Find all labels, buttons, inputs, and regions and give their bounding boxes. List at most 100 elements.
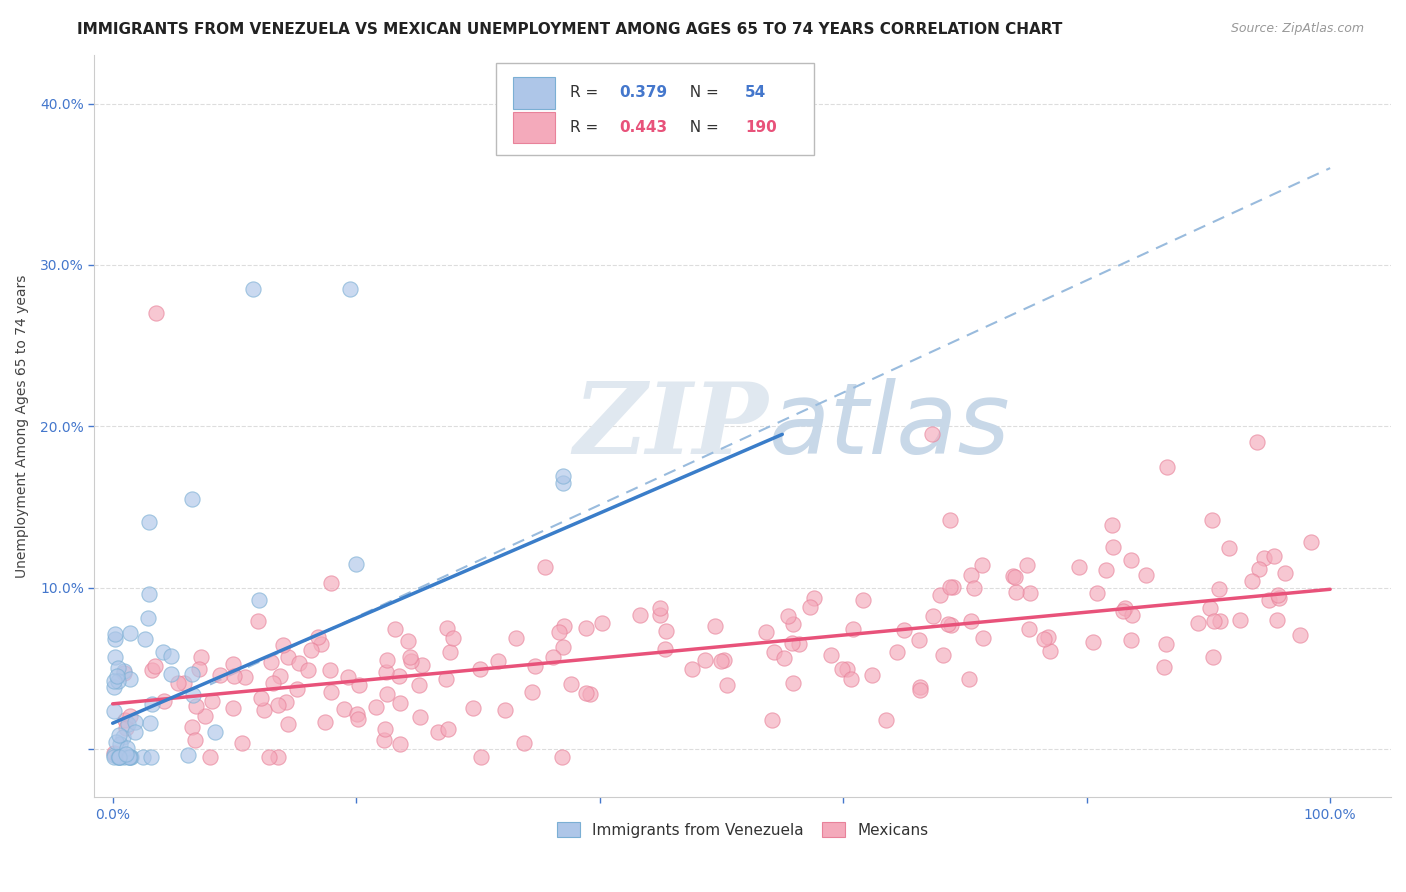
- Point: [105, 735, 128, 749]
- Point: [929, 588, 952, 602]
- Point: [366, 699, 388, 714]
- Text: IMMIGRANTS FROM VENEZUELA VS MEXICAN UNEMPLOYMENT AMONG AGES 65 TO 74 YEARS CORR: IMMIGRANTS FROM VENEZUELA VS MEXICAN UNE…: [77, 22, 1063, 37]
- Point: [782, 676, 804, 690]
- Point: [1018, 586, 1040, 600]
- Point: [134, 632, 156, 647]
- Text: 0.443: 0.443: [620, 120, 668, 135]
- Point: [1187, 616, 1209, 631]
- Point: [103, 680, 125, 694]
- Point: [437, 722, 460, 736]
- Point: [375, 653, 398, 667]
- Point: [575, 621, 598, 635]
- Point: [1101, 518, 1123, 533]
- Point: [427, 725, 450, 739]
- Point: [681, 663, 703, 677]
- Point: [875, 713, 897, 727]
- Point: [1154, 637, 1177, 651]
- Point: [648, 608, 671, 623]
- Point: [782, 636, 804, 650]
- Text: atlas: atlas: [769, 378, 1011, 475]
- Point: [118, 750, 141, 764]
- Legend: Immigrants from Venezuela, Mexicans: Immigrants from Venezuela, Mexicans: [550, 814, 936, 846]
- Point: [297, 664, 319, 678]
- Point: [1208, 582, 1230, 596]
- Text: N =: N =: [681, 86, 724, 101]
- Point: [408, 678, 430, 692]
- Point: [1201, 513, 1223, 527]
- Point: [970, 558, 993, 572]
- Point: [104, 650, 127, 665]
- Point: [105, 669, 128, 683]
- Point: [655, 624, 678, 638]
- Point: [1253, 550, 1275, 565]
- Point: [921, 427, 943, 442]
- Point: [1095, 563, 1118, 577]
- Point: [441, 631, 464, 645]
- Point: [1240, 574, 1263, 588]
- Point: [761, 713, 783, 727]
- Point: [1202, 650, 1225, 665]
- Point: [787, 637, 810, 651]
- Point: [139, 716, 162, 731]
- Point: [553, 469, 575, 483]
- Point: [314, 714, 336, 729]
- Point: [1135, 567, 1157, 582]
- Point: [336, 670, 359, 684]
- Point: [103, 704, 125, 718]
- Point: [908, 682, 931, 697]
- Point: [578, 687, 600, 701]
- Point: [957, 673, 980, 687]
- Text: R =: R =: [571, 120, 603, 135]
- Point: [209, 667, 232, 681]
- Point: [939, 514, 962, 528]
- Point: [1218, 541, 1240, 555]
- Point: [132, 750, 155, 764]
- Point: [180, 667, 202, 681]
- Point: [166, 675, 188, 690]
- Point: [339, 282, 361, 296]
- Point: [319, 663, 342, 677]
- Point: [553, 475, 575, 490]
- Point: [153, 694, 176, 708]
- Point: [107, 673, 129, 688]
- Point: [271, 638, 294, 652]
- Point: [194, 708, 217, 723]
- Point: [1017, 558, 1039, 573]
- Point: [103, 750, 125, 764]
- Point: [463, 701, 485, 715]
- Point: [1036, 630, 1059, 644]
- Point: [560, 677, 582, 691]
- Point: [1202, 614, 1225, 628]
- Point: [1156, 460, 1178, 475]
- Point: [524, 659, 547, 673]
- Point: [962, 581, 984, 595]
- Point: [141, 663, 163, 677]
- Point: [274, 695, 297, 709]
- Point: [347, 678, 370, 692]
- Point: [375, 687, 398, 701]
- Point: [1274, 566, 1296, 581]
- Point: [803, 591, 825, 605]
- Point: [575, 686, 598, 700]
- Point: [120, 750, 142, 764]
- FancyBboxPatch shape: [513, 112, 555, 143]
- Point: [1119, 553, 1142, 567]
- Point: [401, 654, 423, 668]
- Point: [138, 515, 160, 529]
- Point: [703, 619, 725, 633]
- Point: [145, 306, 167, 320]
- Point: [319, 575, 342, 590]
- Point: [389, 737, 412, 751]
- Point: [374, 722, 396, 736]
- Point: [104, 627, 127, 641]
- Point: [387, 669, 409, 683]
- Point: [396, 634, 419, 648]
- Point: [591, 615, 613, 630]
- Point: [1085, 586, 1108, 600]
- Point: [534, 559, 557, 574]
- Point: [143, 659, 166, 673]
- Point: [332, 702, 354, 716]
- Point: [115, 741, 138, 756]
- Point: [181, 689, 204, 703]
- Point: [470, 750, 492, 764]
